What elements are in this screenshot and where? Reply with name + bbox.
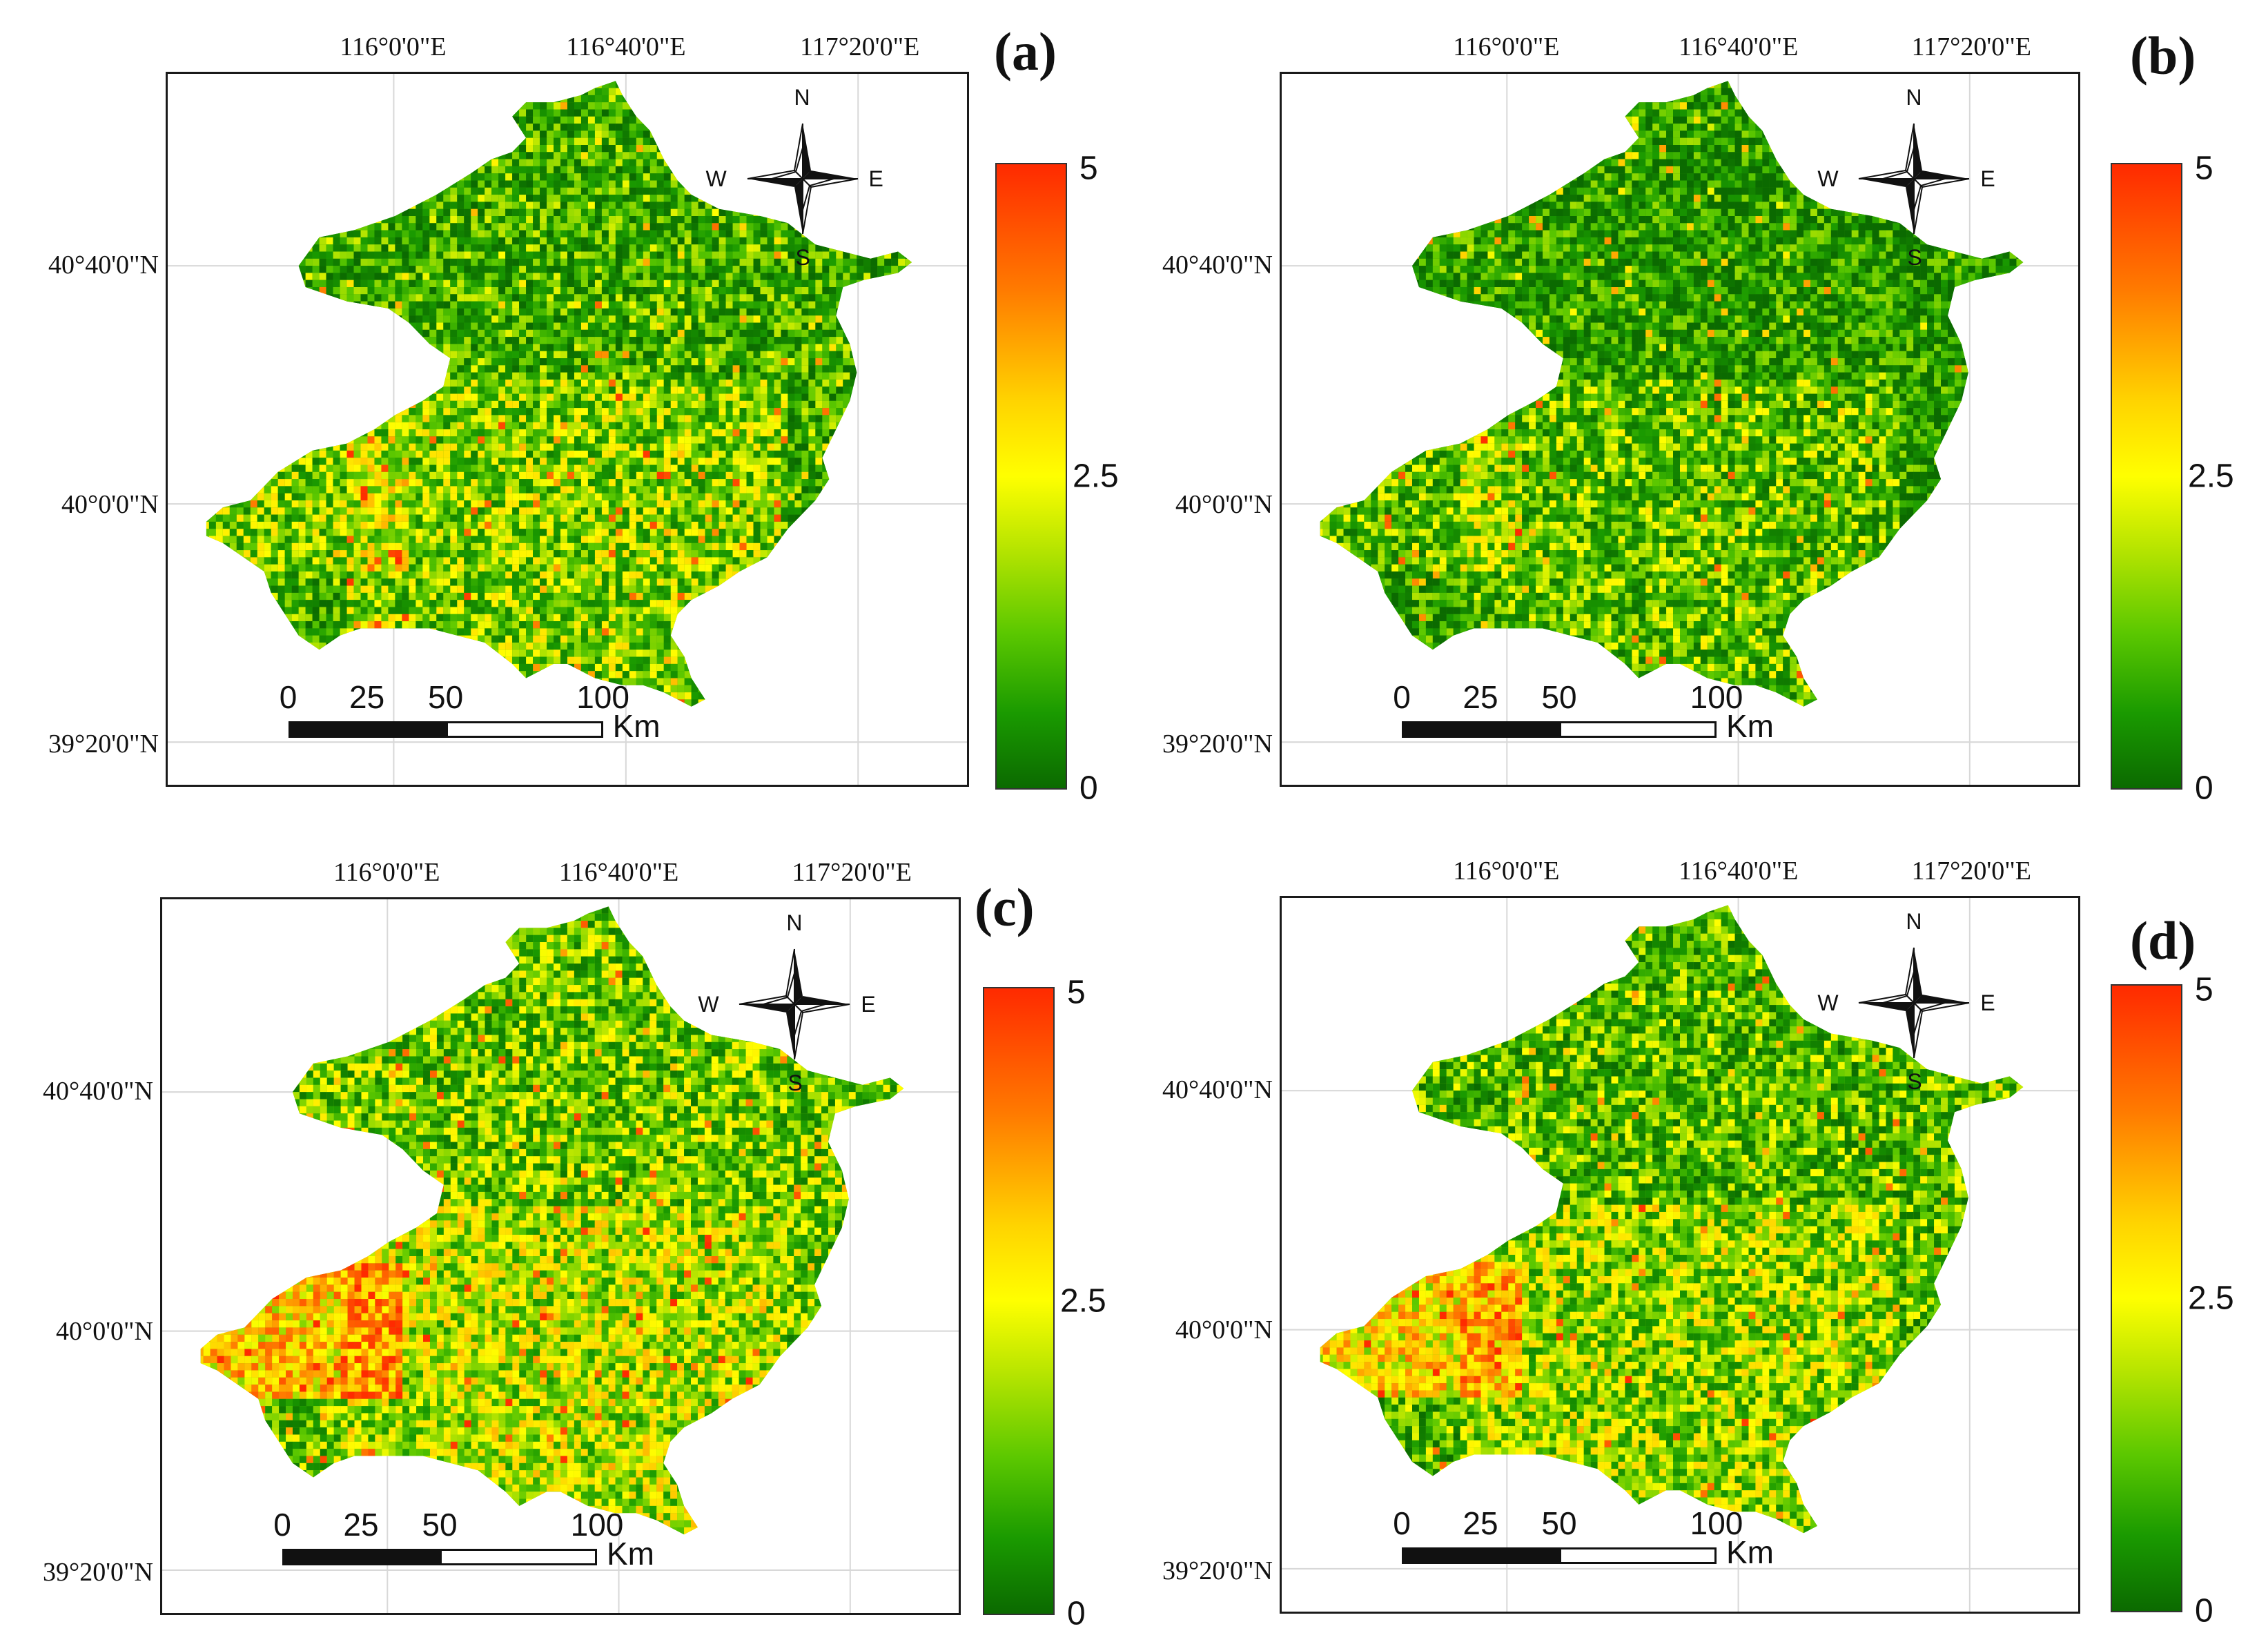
compass-n: N <box>794 85 810 110</box>
latitude-label: 39°20'0"N <box>1162 729 1273 759</box>
north-arrow: N S E W <box>725 935 863 1073</box>
compass-rose-icon <box>1845 934 1983 1072</box>
latitude-label: 40°0'0"N <box>1175 489 1273 520</box>
map-frame: N S E W 0 25 50 100 Km <box>1280 72 2080 787</box>
colorbar <box>983 987 1055 1615</box>
colorbar <box>995 163 1067 790</box>
latitude-label: 40°40'0"N <box>43 1076 153 1106</box>
compass-e: E <box>869 166 883 192</box>
scale-bar <box>289 721 603 738</box>
compass-n: N <box>786 910 802 936</box>
scale-tick-50: 50 <box>1541 678 1576 716</box>
latitude-label: 40°0'0"N <box>56 1316 153 1347</box>
north-arrow: N S E W <box>1845 110 1983 248</box>
latitude-label: 39°20'0"N <box>48 729 159 759</box>
colorbar-mid: 2.5 <box>1073 458 1119 496</box>
longitude-label: 117°20'0"E <box>1912 32 2031 62</box>
compass-s: S <box>1907 1069 1922 1095</box>
latitude-label: 40°0'0"N <box>1175 1315 1273 1345</box>
compass-w: W <box>698 992 718 1017</box>
latitude-label: 40°40'0"N <box>1162 1075 1273 1105</box>
colorbar-min: 0 <box>1067 1595 1086 1633</box>
latitude-label: 40°0'0"N <box>61 489 159 520</box>
latitude-label: 39°20'0"N <box>1162 1556 1273 1586</box>
colorbar-min: 0 <box>1079 770 1098 808</box>
colorbar <box>2111 984 2182 1612</box>
longitude-label: 117°20'0"E <box>1912 856 2031 886</box>
scale-tick-25: 25 <box>349 678 384 716</box>
colorbar-mid: 2.5 <box>1060 1282 1106 1320</box>
scale-unit: Km <box>613 707 661 745</box>
compass-rose-icon <box>725 935 863 1073</box>
scale-tick-50: 50 <box>422 1506 457 1543</box>
scale-bar <box>1402 1547 1717 1564</box>
colorbar-mid: 2.5 <box>2188 1280 2234 1318</box>
colorbar-min: 0 <box>2195 1592 2213 1630</box>
scale-bar <box>1402 721 1717 738</box>
compass-e: E <box>1980 166 1995 192</box>
longitude-label: 116°0'0"E <box>1453 856 1559 886</box>
colorbar-max: 5 <box>1067 974 1086 1012</box>
scale-tick-0: 0 <box>1393 1505 1411 1542</box>
compass-rose-icon <box>734 110 872 248</box>
compass-s: S <box>796 245 810 271</box>
latitude-label: 40°40'0"N <box>48 250 159 280</box>
compass-w: W <box>1817 990 1838 1016</box>
colorbar-min: 0 <box>2195 770 2213 808</box>
longitude-label: 116°40'0"E <box>559 857 678 888</box>
longitude-label: 117°20'0"E <box>792 857 912 888</box>
scale-unit: Km <box>1726 707 1774 745</box>
longitude-label: 117°20'0"E <box>800 32 919 62</box>
compass-e: E <box>861 992 875 1017</box>
scale-tick-50: 50 <box>428 678 463 716</box>
colorbar-max: 5 <box>1079 150 1098 188</box>
north-arrow: N S E W <box>734 110 872 248</box>
compass-s: S <box>788 1070 802 1096</box>
panel-label: (d) <box>2130 910 2196 972</box>
scale-tick-0: 0 <box>1393 678 1411 716</box>
latitude-label: 40°40'0"N <box>1162 250 1273 280</box>
compass-w: W <box>1817 166 1838 192</box>
scale-bar <box>282 1549 597 1565</box>
scale-tick-0: 0 <box>280 678 297 716</box>
scale-tick-25: 25 <box>343 1506 378 1543</box>
panel-label: (c) <box>975 877 1035 939</box>
longitude-label: 116°40'0"E <box>1679 856 1798 886</box>
scale-tick-25: 25 <box>1463 678 1498 716</box>
north-arrow: N S E W <box>1845 934 1983 1072</box>
scale-tick-0: 0 <box>273 1506 291 1543</box>
compass-n: N <box>1906 85 1922 110</box>
longitude-label: 116°40'0"E <box>566 32 685 62</box>
map-frame: N S E W 0 25 50 100 Km <box>1280 896 2080 1614</box>
colorbar-max: 5 <box>2195 150 2213 188</box>
map-frame: N S E W 0 25 50 100 Km <box>160 897 961 1615</box>
scale-tick-50: 50 <box>1541 1505 1576 1542</box>
compass-n: N <box>1906 909 1922 935</box>
scale-tick-25: 25 <box>1463 1505 1498 1542</box>
colorbar <box>2111 163 2182 790</box>
compass-rose-icon <box>1845 110 1983 248</box>
longitude-label: 116°0'0"E <box>340 32 446 62</box>
map-frame: N S E W 0 25 50 100 Km <box>166 72 969 787</box>
longitude-label: 116°0'0"E <box>1453 32 1559 62</box>
scale-unit: Km <box>607 1535 654 1572</box>
panel-label: (b) <box>2130 25 2196 87</box>
panel-label: (a) <box>994 21 1057 83</box>
colorbar-mid: 2.5 <box>2188 458 2234 496</box>
colorbar-max: 5 <box>2195 971 2213 1009</box>
longitude-label: 116°0'0"E <box>333 857 440 888</box>
compass-s: S <box>1907 245 1922 271</box>
latitude-label: 39°20'0"N <box>43 1557 153 1587</box>
scale-unit: Km <box>1726 1534 1774 1571</box>
compass-e: E <box>1980 990 1995 1016</box>
longitude-label: 116°40'0"E <box>1679 32 1798 62</box>
compass-w: W <box>706 166 727 192</box>
